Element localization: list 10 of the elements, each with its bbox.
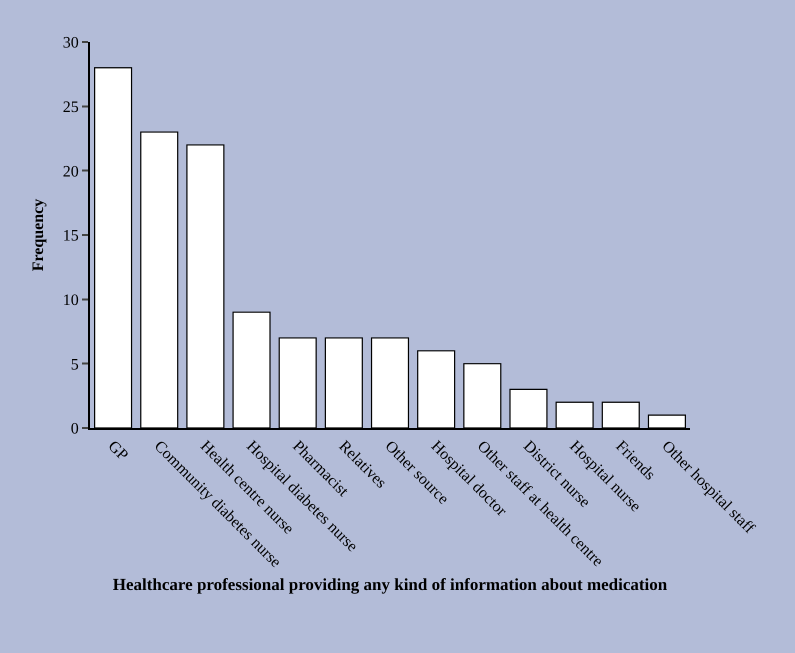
x-axis-title: Healthcare professional providing any kind of information about medication: [112, 574, 668, 594]
y-tick-label: 20: [62, 163, 79, 180]
x-tick-label: GP: [104, 438, 132, 464]
y-tick-label: 5: [70, 356, 79, 374]
y-tick-label: 25: [62, 98, 79, 116]
y-tick-label: 10: [62, 292, 79, 309]
y-tick-label: 30: [62, 34, 79, 52]
y-axis-title: Frequency: [30, 198, 48, 272]
y-tick-label: 15: [62, 228, 79, 245]
y-tick-label: 0: [70, 420, 79, 438]
